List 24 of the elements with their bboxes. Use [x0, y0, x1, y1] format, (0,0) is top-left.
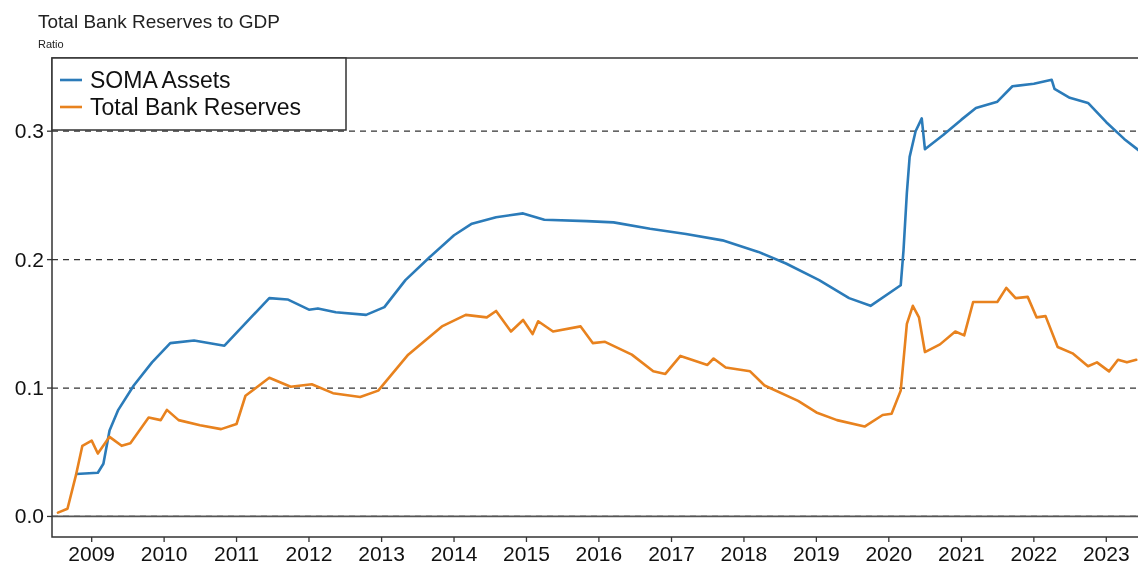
x-tick-label: 2011: [213, 542, 260, 565]
y-axis-title: Ratio: [38, 38, 64, 50]
y-tick-label: 0.2: [14, 247, 44, 271]
x-tick-label: 2020: [865, 542, 913, 565]
y-tick-label: 0.3: [14, 119, 44, 143]
legend-label: SOMA Assets: [90, 67, 231, 93]
x-tick-label: 2009: [68, 542, 116, 565]
x-tick-label: 2016: [575, 542, 623, 565]
x-tick-label: 2012: [285, 542, 333, 565]
x-tick-label: 2018: [720, 542, 768, 565]
x-tick-label: 2017: [648, 542, 695, 565]
x-tick-label: 2013: [358, 542, 405, 565]
x-tick-label: 2023: [1082, 542, 1130, 565]
x-tick-label: 2022: [1010, 542, 1058, 565]
x-tick-label: 2019: [793, 542, 840, 565]
x-tick-label: 2014: [430, 542, 478, 565]
x-tick-label: 2021: [938, 542, 985, 565]
legend-label: Total Bank Reserves: [90, 94, 301, 120]
y-tick-label: 0.0: [14, 504, 44, 528]
y-tick-label: 0.1: [14, 376, 44, 400]
line-series: [56, 286, 1138, 514]
x-tick-label: 2015: [503, 542, 550, 565]
x-tick-label: 2010: [140, 542, 188, 565]
chart-title: Total Bank Reserves to GDP: [38, 11, 280, 32]
